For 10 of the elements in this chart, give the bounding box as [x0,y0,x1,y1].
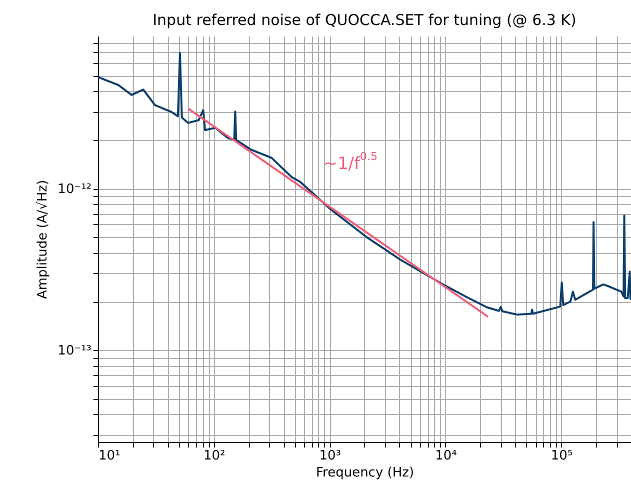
y-tick-label: 10⁻¹² [58,182,92,198]
y-axis-title: Amplitude (A/√Hz) [36,180,51,300]
x-tick-label: 10² [203,448,226,464]
chart-title: Input referred noise of QUOCCA.SET for tuning (@ 6.3 K) [152,11,576,29]
x-axis-title: Frequency (Hz) [316,466,414,480]
x-tick-label: 10⁵ [550,448,573,464]
x-tick-label: 10³ [319,448,342,464]
y-tick-label: 10⁻¹³ [58,344,92,359]
x-tick-label: 10¹ [98,448,120,464]
x-tick-label: 10⁴ [435,448,457,464]
